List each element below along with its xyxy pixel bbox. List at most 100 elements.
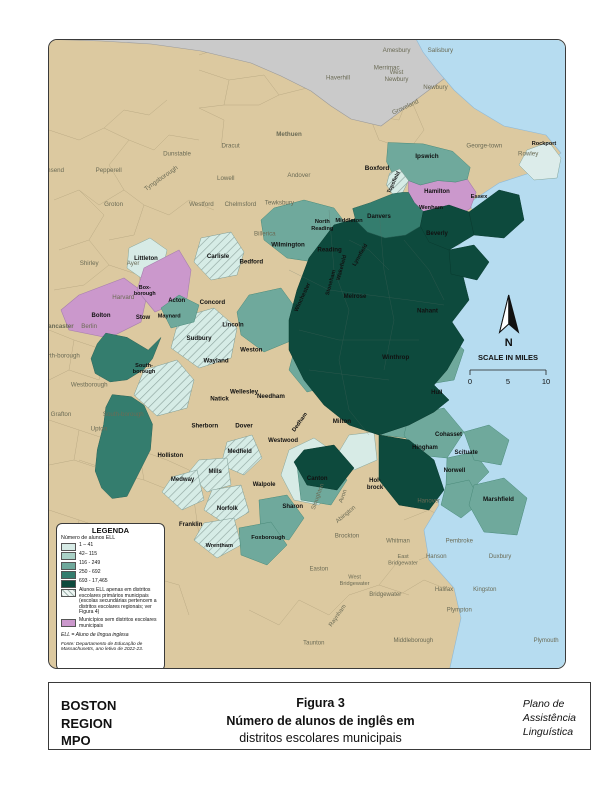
svg-text:Foxborough: Foxborough xyxy=(251,535,285,541)
svg-text:Nahant: Nahant xyxy=(417,308,438,315)
svg-text:Rockport: Rockport xyxy=(532,141,557,147)
svg-text:Boxford: Boxford xyxy=(365,165,390,172)
svg-text:Medfield: Medfield xyxy=(228,449,253,455)
svg-text:Stow: Stow xyxy=(136,315,151,321)
svg-text:Andover: Andover xyxy=(287,172,310,179)
svg-text:Essex: Essex xyxy=(471,194,489,200)
svg-text:Plympton: Plympton xyxy=(447,608,472,614)
svg-text:Harvard: Harvard xyxy=(112,294,135,301)
svg-text:Lincoln: Lincoln xyxy=(222,323,244,329)
svg-text:Sudbury: Sudbury xyxy=(186,335,212,342)
svg-text:Norfolk: Norfolk xyxy=(217,506,239,512)
svg-text:Scituate: Scituate xyxy=(455,450,479,456)
svg-text:Mills: Mills xyxy=(209,469,223,475)
svg-text:Maynard: Maynard xyxy=(158,313,182,319)
svg-text:Rowley: Rowley xyxy=(518,151,539,158)
svg-text:Concord: Concord xyxy=(200,299,226,306)
svg-text:Plymouth: Plymouth xyxy=(534,638,559,644)
svg-text:Chelmsford: Chelmsford xyxy=(225,201,257,208)
svg-text:Walpole: Walpole xyxy=(253,482,276,488)
svg-text:North-borough: North-borough xyxy=(49,353,80,360)
svg-text:Whitman: Whitman xyxy=(386,539,410,545)
svg-text:Cohasset: Cohasset xyxy=(435,432,462,438)
svg-text:Bridgewater: Bridgewater xyxy=(369,592,401,598)
svg-text:Norwell: Norwell xyxy=(444,468,466,474)
svg-text:Littleton: Littleton xyxy=(134,256,158,262)
svg-text:Hanson: Hanson xyxy=(426,554,447,560)
svg-text:Wilmington: Wilmington xyxy=(271,241,305,248)
svg-text:borough: borough xyxy=(133,369,156,375)
svg-text:Westwood: Westwood xyxy=(268,438,298,444)
svg-text:North: North xyxy=(315,219,330,225)
svg-text:Duxbury: Duxbury xyxy=(489,554,511,560)
svg-text:Grafton: Grafton xyxy=(51,411,72,418)
svg-text:Marshfield: Marshfield xyxy=(483,496,514,503)
svg-text:Danvers: Danvers xyxy=(367,214,391,220)
svg-text:Melrose: Melrose xyxy=(344,294,367,300)
svg-text:Hull: Hull xyxy=(431,390,443,396)
svg-text:Canton: Canton xyxy=(307,476,328,482)
svg-text:Wenham: Wenham xyxy=(419,205,443,211)
svg-text:Middleton: Middleton xyxy=(335,218,363,224)
svg-text:Berlin: Berlin xyxy=(81,323,97,330)
svg-text:Carlisle: Carlisle xyxy=(207,253,230,260)
svg-text:Bedford: Bedford xyxy=(239,259,263,266)
svg-text:Acton: Acton xyxy=(168,298,185,304)
svg-text:Brockton: Brockton xyxy=(335,533,360,540)
svg-text:Bridgewater: Bridgewater xyxy=(340,581,370,587)
svg-text:Needham: Needham xyxy=(257,393,285,400)
svg-text:Lowell: Lowell xyxy=(217,175,235,182)
svg-text:10: 10 xyxy=(542,377,550,386)
svg-text:N: N xyxy=(505,337,513,349)
svg-text:Halifax: Halifax xyxy=(435,587,453,593)
svg-text:South-borough: South-borough xyxy=(103,411,144,418)
svg-text:Franklin: Franklin xyxy=(179,522,203,528)
svg-text:Amesbury: Amesbury xyxy=(383,47,412,54)
svg-text:Natick: Natick xyxy=(210,396,229,403)
svg-text:Kingston: Kingston xyxy=(473,587,496,593)
svg-text:Pembroke: Pembroke xyxy=(446,539,474,545)
svg-text:0: 0 xyxy=(468,377,472,386)
svg-text:Dunstable: Dunstable xyxy=(163,151,191,158)
svg-text:Winthrop: Winthrop xyxy=(382,354,409,361)
svg-text:Pepperell: Pepperell xyxy=(96,167,122,174)
svg-text:Dover: Dover xyxy=(235,423,253,430)
svg-text:East: East xyxy=(397,554,409,560)
svg-text:Shirley: Shirley xyxy=(80,260,100,267)
svg-text:Methuen: Methuen xyxy=(276,131,302,138)
svg-text:SCALE IN MILES: SCALE IN MILES xyxy=(478,353,538,362)
svg-text:Taunton: Taunton xyxy=(303,641,324,647)
svg-text:Groton: Groton xyxy=(104,201,123,208)
svg-text:Reading: Reading xyxy=(317,246,342,253)
svg-text:brock: brock xyxy=(367,485,384,491)
svg-text:Reading: Reading xyxy=(311,226,334,232)
svg-text:Middleborough: Middleborough xyxy=(393,638,433,644)
svg-text:George-town: George-town xyxy=(466,143,502,150)
svg-text:West: West xyxy=(390,70,404,76)
svg-text:Sherborn: Sherborn xyxy=(191,424,218,430)
svg-text:Weston: Weston xyxy=(240,347,262,354)
svg-text:Dracut: Dracut xyxy=(221,143,240,150)
svg-text:Tewksbury: Tewksbury xyxy=(265,199,295,206)
svg-text:Holliston: Holliston xyxy=(157,453,183,459)
svg-text:Hol-: Hol- xyxy=(369,478,381,484)
svg-text:Upton: Upton xyxy=(91,426,108,433)
svg-text:Bridgewater: Bridgewater xyxy=(388,561,418,567)
svg-text:Newbury: Newbury xyxy=(385,77,409,83)
svg-text:borough: borough xyxy=(134,291,156,297)
svg-text:Haverhill: Haverhill xyxy=(326,74,350,81)
svg-text:Wrentham: Wrentham xyxy=(206,543,233,549)
svg-text:Wellesley: Wellesley xyxy=(230,388,259,395)
svg-text:Milton: Milton xyxy=(333,418,351,425)
svg-text:5: 5 xyxy=(506,377,510,386)
svg-text:Hingham: Hingham xyxy=(412,445,438,451)
svg-text:Ipswich: Ipswich xyxy=(415,153,439,160)
svg-text:Salisbury: Salisbury xyxy=(428,47,454,54)
svg-text:Medway: Medway xyxy=(171,477,195,483)
svg-text:Westford: Westford xyxy=(189,201,214,208)
svg-text:West: West xyxy=(348,574,361,580)
svg-text:Sharon: Sharon xyxy=(282,504,303,510)
svg-text:Bolton: Bolton xyxy=(92,313,111,319)
svg-text:Westborough: Westborough xyxy=(71,382,108,389)
svg-text:Lancaster: Lancaster xyxy=(49,323,74,330)
